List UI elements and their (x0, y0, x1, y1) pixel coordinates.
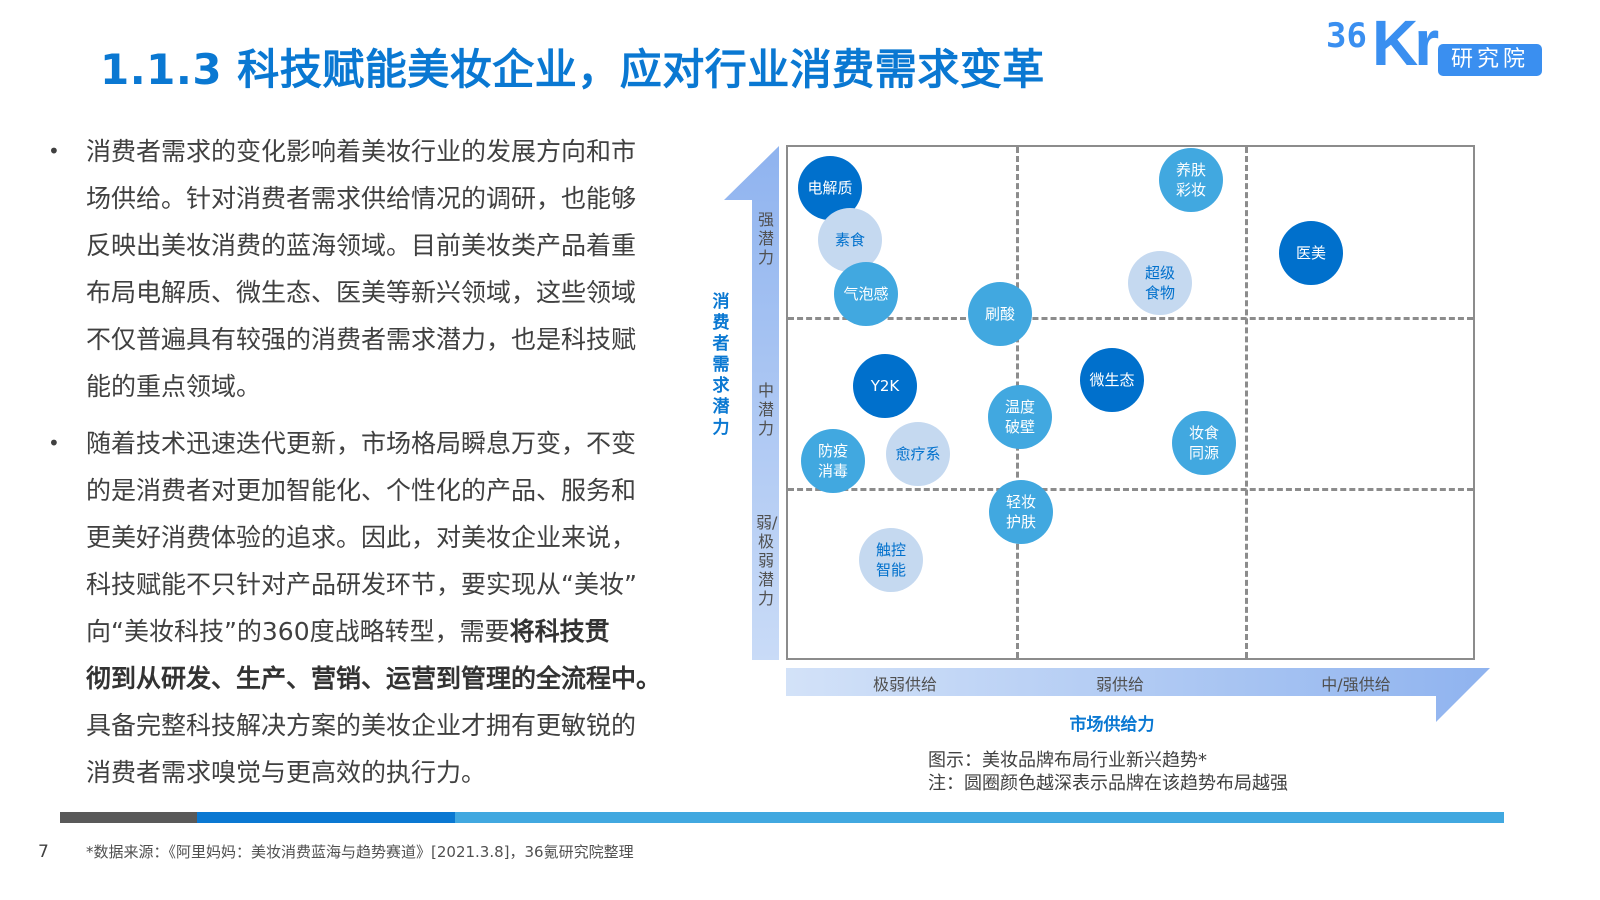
bold-text: 彻到从研发、生产、营销、运营到管理的全流程中。 (86, 664, 662, 693)
divider (1245, 147, 1248, 658)
y-tick-weak: 弱/极弱潜力 (756, 513, 778, 608)
chart-caption: 图示：美妆品牌布局行业新兴趋势* (928, 750, 1207, 771)
x-tick-strong: 中/强供给 (1321, 675, 1391, 694)
text-line: 彻到从研发、生产、营销、运营到管理的全流程中。 (86, 655, 698, 702)
bubble-11: 防疫 消毒 (801, 429, 865, 493)
chart-note: 注：圆圈颜色越深表示品牌在该趋势布局越强 (928, 773, 1288, 794)
data-source: *数据来源：《阿里妈妈：美妆消费蓝海与趋势赛道》[2021.3.8]，36氪研究… (86, 843, 634, 861)
bubble-13: 轻妆 护肤 (989, 480, 1053, 544)
text-line: 消费者需求的变化影响着美妆行业的发展方向和市 (86, 137, 637, 166)
bubble-1: 素食 (818, 208, 882, 272)
text-line: 科技赋能不只针对产品研发环节，要实现从“美妆” (86, 570, 637, 599)
text-line: 能的重点领域。 (86, 372, 262, 401)
bubble-10: 妆食 同源 (1172, 411, 1236, 475)
x-tick-weak: 弱供给 (1095, 675, 1145, 694)
text-line: 具备完整科技解决方案的美妆企业才拥有更敏锐的 (86, 711, 637, 740)
bullet-icon: • (48, 139, 60, 163)
text-line: 布局电解质、微生态、医美等新兴领域，这些领域 (86, 278, 637, 307)
text-line: 不仅普遍具有较强的消费者需求潜力，也是科技赋 (86, 325, 637, 354)
footer-bar-light (455, 812, 1504, 823)
divider (788, 317, 1473, 320)
logo-tag: 研究院 (1438, 44, 1542, 76)
text-line: 随着技术迅速迭代更新，市场格局瞬息万变，不变 (86, 429, 637, 458)
text-line: 的是消费者对更加智能化、个性化的产品、服务和 (86, 476, 637, 505)
text-line: 场供给。针对消费者需求供给情况的调研，也能够 (86, 184, 637, 213)
bubble-2: 气泡感 (834, 262, 898, 326)
page-number: 7 (38, 842, 49, 862)
x-axis-arrow (786, 668, 1490, 722)
bubble-9: 微生态 (1080, 348, 1144, 412)
y-axis-arrow (724, 146, 779, 660)
bubble-12: 愈疗系 (886, 422, 950, 486)
y-axis-title: 消费者需求潜力 (712, 292, 730, 438)
bullet-icon: • (48, 431, 60, 455)
bubble-7: Y2K (853, 354, 917, 418)
text-line: 消费者需求嗅觉与更高效的执行力。 (86, 758, 487, 787)
text-line: 更美好消费体验的追求。因此，对美妆企业来说， (86, 523, 637, 552)
y-tick-strong: 强潜力 (757, 210, 774, 267)
page-title: 1.1.3 科技赋能美妆企业，应对行业消费需求变革 (100, 45, 1045, 94)
divider (788, 488, 1473, 491)
paragraph-1: • 消费者需求的变化影响着美妆行业的发展方向和市 场供给。针对消费者需求供给情况的… (48, 128, 698, 410)
bold-text: 将科技贯 (509, 617, 610, 646)
x-axis-title: 市场供给力 (1069, 715, 1155, 735)
36kr-logo: 36 Kr 研究院 (1326, 7, 1546, 80)
paragraph-2: • 随着技术迅速迭代更新，市场格局瞬息万变，不变 的是消费者对更加智能化、个性化的… (48, 420, 698, 796)
bubble-8: 温度 破壁 (988, 385, 1052, 449)
bubble-6: 医美 (1279, 221, 1343, 285)
x-tick-very-weak: 极弱供给 (872, 675, 938, 694)
bubble-5: 超级 食物 (1128, 251, 1192, 315)
text-line: 反映出美妆消费的蓝海领域。目前美妆类产品着重 (86, 231, 637, 260)
text-line: 向“美妆科技”的360度战略转型，需要将科技贯 (86, 608, 698, 655)
bubble-4: 养肤 彩妆 (1159, 148, 1223, 212)
body-text: • 消费者需求的变化影响着美妆行业的发展方向和市 场供给。针对消费者需求供给情况的… (48, 128, 698, 796)
bubble-3: 刷酸 (968, 282, 1032, 346)
footer-bar-gray (60, 812, 197, 823)
y-tick-medium: 中潜力 (757, 381, 774, 438)
bubble-14: 触控 智能 (859, 528, 923, 592)
footer-bar-blue (197, 812, 455, 823)
text-segment: 向“美妆科技”的360度战略转型，需要 (86, 617, 510, 646)
